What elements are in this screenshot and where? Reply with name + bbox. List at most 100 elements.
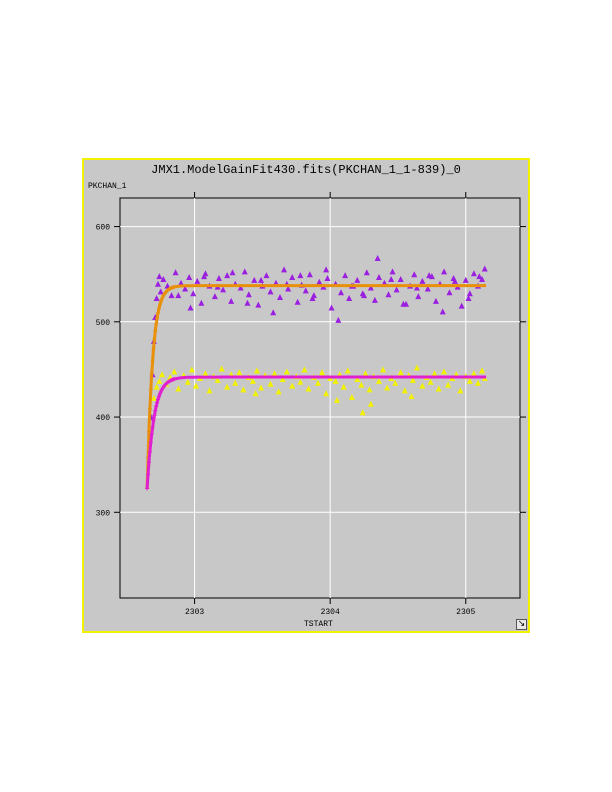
data-point (160, 275, 167, 282)
data-point (178, 279, 185, 286)
x-axis-label: TSTART (304, 620, 333, 629)
fit-marker (149, 432, 154, 437)
data-point (184, 378, 191, 385)
data-point (302, 287, 309, 294)
data-point (218, 365, 225, 372)
fit-marker (149, 371, 154, 376)
data-point (338, 289, 345, 296)
fit-line (145, 375, 487, 489)
data-point (367, 284, 374, 291)
data-point (251, 276, 258, 283)
fit-marker (153, 408, 158, 413)
diagonal-arrow-icon: ↘ (517, 619, 526, 629)
data-point (255, 301, 262, 308)
data-point (446, 289, 453, 296)
data-point (241, 268, 248, 275)
fit-marker (150, 425, 155, 430)
data-point (175, 292, 182, 299)
fit-marker (159, 297, 164, 302)
data-point (419, 382, 426, 389)
data-point (263, 272, 270, 279)
data-point (201, 273, 208, 280)
data-point (354, 375, 361, 382)
data-point (435, 385, 442, 392)
data-point (393, 286, 400, 293)
fit-marker (158, 300, 163, 305)
data-point (182, 285, 189, 292)
data-point (367, 400, 374, 407)
data-point (344, 367, 351, 374)
data-point (244, 299, 251, 306)
fit-marker (156, 394, 161, 399)
data-point (157, 288, 164, 295)
data-point (156, 273, 163, 280)
data-point (245, 291, 252, 298)
data-point (175, 385, 182, 392)
data-point (335, 316, 342, 323)
data-point (283, 368, 290, 375)
data-point (375, 274, 382, 281)
data-point (253, 367, 260, 374)
data-point (332, 377, 339, 384)
data-point (211, 293, 218, 300)
data-point (474, 379, 481, 386)
data-point (316, 278, 323, 285)
data-point (400, 300, 407, 307)
data-point (289, 274, 296, 281)
data-point (267, 380, 274, 387)
data-point (481, 265, 488, 272)
data-point (314, 379, 321, 386)
data-point (371, 296, 378, 303)
data-point (413, 284, 420, 291)
plot-frame (119, 197, 521, 599)
data-point (415, 293, 422, 300)
fit-marker (145, 486, 150, 491)
data-point (411, 271, 418, 278)
data-point (427, 378, 434, 385)
fit-line (145, 284, 487, 489)
data-point (240, 386, 247, 393)
data-point (150, 395, 157, 401)
fit-marker (172, 377, 177, 382)
data-point (419, 277, 426, 284)
y-axis-label: PKCHAN_1 (88, 182, 127, 191)
data-point (188, 366, 195, 373)
data-point (457, 387, 464, 394)
fit-marker (148, 387, 153, 392)
fit-marker (147, 449, 152, 454)
data-point (466, 290, 473, 297)
y-tick-label: 300 (96, 509, 111, 518)
data-point (309, 295, 316, 301)
data-point (232, 379, 239, 386)
y-tick-label: 600 (96, 224, 111, 233)
data-point (409, 376, 416, 383)
fit-marker (151, 346, 156, 351)
data-point (224, 272, 231, 279)
fit-marker (146, 460, 151, 465)
data-point (479, 367, 486, 374)
data-point (361, 292, 368, 299)
resize-handle[interactable]: ↘ (516, 619, 527, 630)
x-tick-label: 2304 (321, 608, 340, 617)
data-point (397, 275, 404, 282)
data-point (458, 302, 465, 309)
data-point (323, 390, 330, 397)
data-point (380, 366, 387, 373)
data-point (413, 364, 420, 371)
data-point (348, 394, 355, 401)
fit-marker (157, 303, 162, 308)
data-point (154, 280, 161, 287)
fit-marker (152, 413, 157, 418)
data-point (424, 285, 431, 292)
data-point (306, 271, 313, 278)
data-point (389, 268, 396, 275)
data-point (445, 381, 452, 388)
data-point (198, 299, 205, 306)
data-point (297, 378, 304, 385)
data-point (328, 304, 335, 311)
data-point (397, 369, 404, 376)
fit-marker (146, 428, 151, 433)
data-point (164, 282, 171, 289)
data-point (426, 272, 433, 279)
data-point (267, 288, 274, 295)
